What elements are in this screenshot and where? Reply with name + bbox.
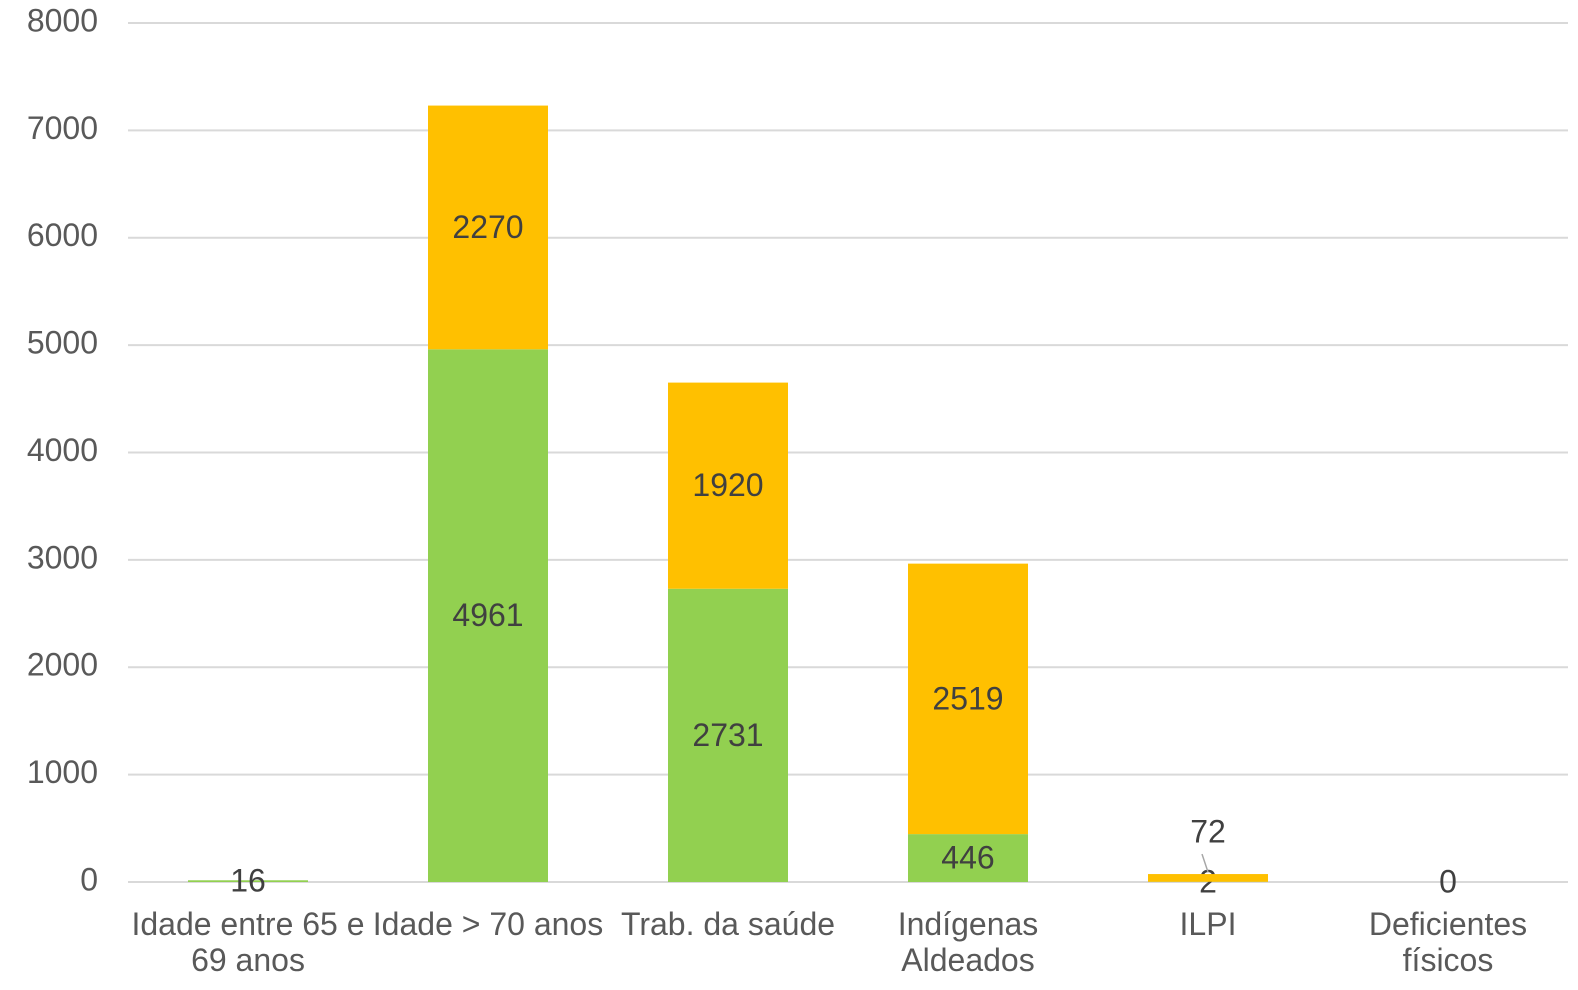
y-tick-label: 8000 <box>27 2 98 38</box>
x-tick-label: Idade entre 65 e 69 anos <box>131 906 365 978</box>
y-tick-label: 5000 <box>27 325 98 361</box>
y-tick-label: 6000 <box>27 217 98 253</box>
y-tick-label: 4000 <box>27 432 98 468</box>
bar-segment <box>428 349 548 882</box>
y-tick-label: 2000 <box>27 647 98 683</box>
bar-segment <box>668 588 788 882</box>
y-tick-label: 1000 <box>27 754 98 790</box>
bar-segment <box>668 382 788 589</box>
bar-segment <box>428 105 548 350</box>
bar-segment <box>908 834 1028 882</box>
bar-segment <box>188 880 308 882</box>
data-label: 16 <box>230 863 266 899</box>
data-label: 2270 <box>452 209 523 245</box>
y-tick-label: 3000 <box>27 539 98 575</box>
bar-segment <box>1148 874 1268 882</box>
y-tick-label: 7000 <box>27 110 98 146</box>
data-label: 2731 <box>692 717 763 753</box>
x-tick-label: ILPI <box>1179 906 1237 942</box>
bar-segment <box>908 563 1028 835</box>
data-label: 72 <box>1190 814 1226 850</box>
x-tick-label: Deficientes físicos <box>1368 906 1528 978</box>
data-label: 0 <box>1439 863 1457 899</box>
data-label: 4961 <box>452 597 523 633</box>
data-label: 2519 <box>932 680 1003 716</box>
x-tick-label: Trab. da saúde <box>620 906 836 942</box>
data-label: 446 <box>941 840 994 876</box>
x-tick-label: Indígenas Aldeados <box>897 906 1039 978</box>
y-tick-label: 0 <box>80 861 98 897</box>
data-label: 1920 <box>692 467 763 503</box>
leader-line <box>1201 853 1209 873</box>
x-tick-label: Idade > 70 anos <box>372 906 604 942</box>
